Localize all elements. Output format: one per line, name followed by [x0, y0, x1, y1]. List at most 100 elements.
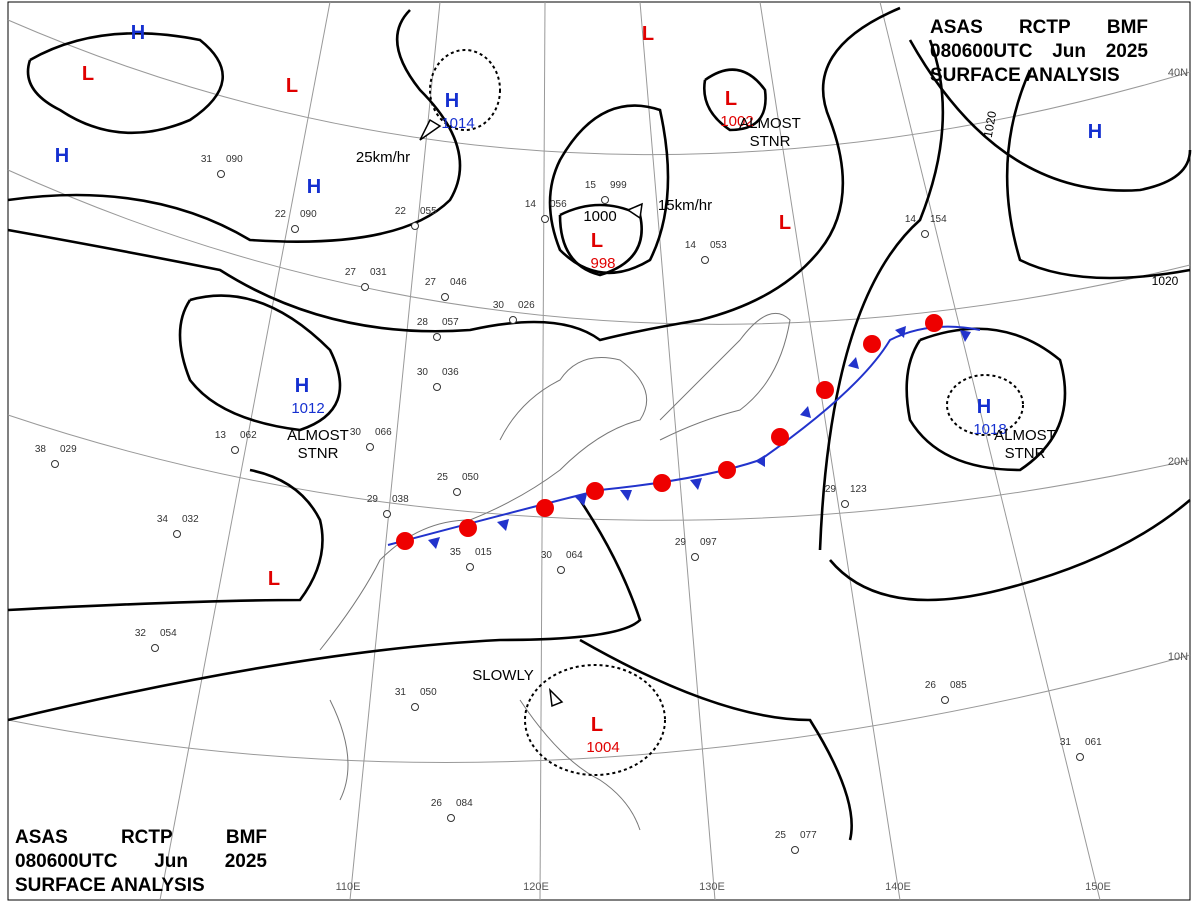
annotation-line: 25km/hr: [356, 149, 410, 166]
station-temp: 15: [585, 180, 597, 191]
station-pressure: 038: [392, 494, 409, 505]
station-temp: 30: [350, 427, 362, 438]
station-temp: 38: [35, 444, 47, 455]
station-pressure: 055: [420, 206, 437, 217]
center-letter: L: [642, 23, 654, 45]
center-letter: L: [82, 63, 94, 85]
center-value: 1004: [586, 739, 619, 756]
header-word: BMF: [1106, 17, 1148, 38]
station-marker: [921, 230, 929, 238]
coastlines: [319, 312, 791, 831]
station-marker: [433, 383, 441, 391]
longitude-label: 110E: [336, 881, 361, 893]
station-temp: 32: [135, 628, 147, 639]
station-temp: 30: [493, 300, 505, 311]
annotation-line: SLOWLY: [472, 667, 533, 684]
header-bottom: ASAS RCTP BMF 080600UTC Jun 2025 SURFACE ANA…: [15, 826, 267, 898]
center-value: 1018: [973, 421, 1006, 438]
station-pressure: 029: [60, 444, 77, 455]
annotation: ALMOST STNR: [994, 427, 1056, 462]
annotation: 1000: [583, 208, 616, 225]
station-marker: [509, 316, 517, 324]
station-pressure: 123: [850, 484, 867, 495]
header-word: Jun: [154, 851, 188, 872]
station-pressure: 066: [375, 427, 392, 438]
header-word: ASAS: [930, 17, 983, 38]
longitude-label: 120E: [523, 881, 549, 893]
station-pressure: 154: [930, 214, 947, 225]
station-marker: [366, 443, 374, 451]
header-word: 2025: [224, 851, 267, 872]
station-temp: 26: [431, 798, 443, 809]
annotation: ALMOST STNR: [287, 427, 349, 462]
station-marker: [701, 256, 709, 264]
station-marker: [51, 460, 59, 468]
center-letter: L: [725, 88, 737, 110]
graticule: [7, 1, 1191, 901]
station-marker: [841, 500, 849, 508]
station-temp: 34: [157, 514, 169, 525]
motion-arrows: [419, 118, 643, 708]
station-temp: 14: [525, 199, 537, 210]
station-temp: 30: [541, 550, 553, 561]
center-letter: L: [268, 568, 280, 590]
center-value: 1002: [720, 113, 753, 130]
header-top: ASAS RCTP BMF 080600UTC Jun 2025 SURFACE ANA…: [930, 16, 1148, 88]
center-letter: H: [1088, 121, 1102, 143]
station-marker: [383, 510, 391, 518]
header-word: Jun: [1052, 41, 1086, 62]
center-value: 1014: [441, 115, 474, 132]
station-temp: 22: [275, 209, 287, 220]
header-word: BMF: [225, 827, 267, 848]
station-marker: [941, 696, 949, 704]
header-word: 080600UTC: [930, 41, 1033, 62]
station-temp: 28: [417, 317, 429, 328]
header-line: SURFACE ANALYSIS: [930, 65, 1120, 86]
annotation-line: STNR: [1005, 445, 1046, 462]
station-pressure: 015: [475, 547, 492, 558]
annotation-line: ALMOST: [739, 115, 801, 132]
station-pressure: 050: [420, 687, 437, 698]
station-marker: [541, 215, 549, 223]
header-word: 080600UTC: [15, 851, 118, 872]
station-pressure: 036: [442, 367, 459, 378]
station-marker: [291, 225, 299, 233]
annotation-line: 1000: [583, 208, 616, 225]
header-word: ASAS: [15, 827, 68, 848]
station-temp: 31: [1060, 737, 1072, 748]
annotation-line: ALMOST: [287, 427, 349, 444]
station-pressure: 050: [462, 472, 479, 483]
station-temp: 29: [367, 494, 379, 505]
station-marker: [361, 283, 369, 291]
station-pressure: 062: [240, 430, 257, 441]
center-letter: H: [445, 90, 459, 112]
station-temp: 29: [675, 537, 687, 548]
station-pressure: 077: [800, 830, 817, 841]
station-pressure: 084: [456, 798, 473, 809]
station-marker: [557, 566, 565, 574]
center-letter: H: [55, 145, 69, 167]
station-temp: 31: [395, 687, 407, 698]
station-marker: [231, 446, 239, 454]
station-pressure: 999: [610, 180, 627, 191]
longitude-label: 130E: [699, 881, 725, 893]
center-letter: L: [779, 212, 791, 234]
station-marker: [433, 333, 441, 341]
station-pressure: 026: [518, 300, 535, 311]
isobars: [7, 6, 1192, 841]
isobar-label: 1020: [981, 110, 999, 139]
station-pressure: 064: [566, 550, 583, 561]
center-letter: H: [307, 176, 321, 198]
station-pressure: 032: [182, 514, 199, 525]
header-word: RCTP: [120, 827, 173, 848]
station-pressure: 090: [226, 154, 243, 165]
longitude-label: 150E: [1085, 881, 1111, 893]
station-marker: [217, 170, 225, 178]
center-letter: L: [591, 230, 603, 252]
station-temp: 27: [345, 267, 357, 278]
header-word: 2025: [1105, 41, 1148, 62]
station-marker: [691, 553, 699, 561]
center-letter: H: [295, 375, 309, 397]
center-letter: H: [977, 396, 991, 418]
station-temp: 14: [905, 214, 917, 225]
